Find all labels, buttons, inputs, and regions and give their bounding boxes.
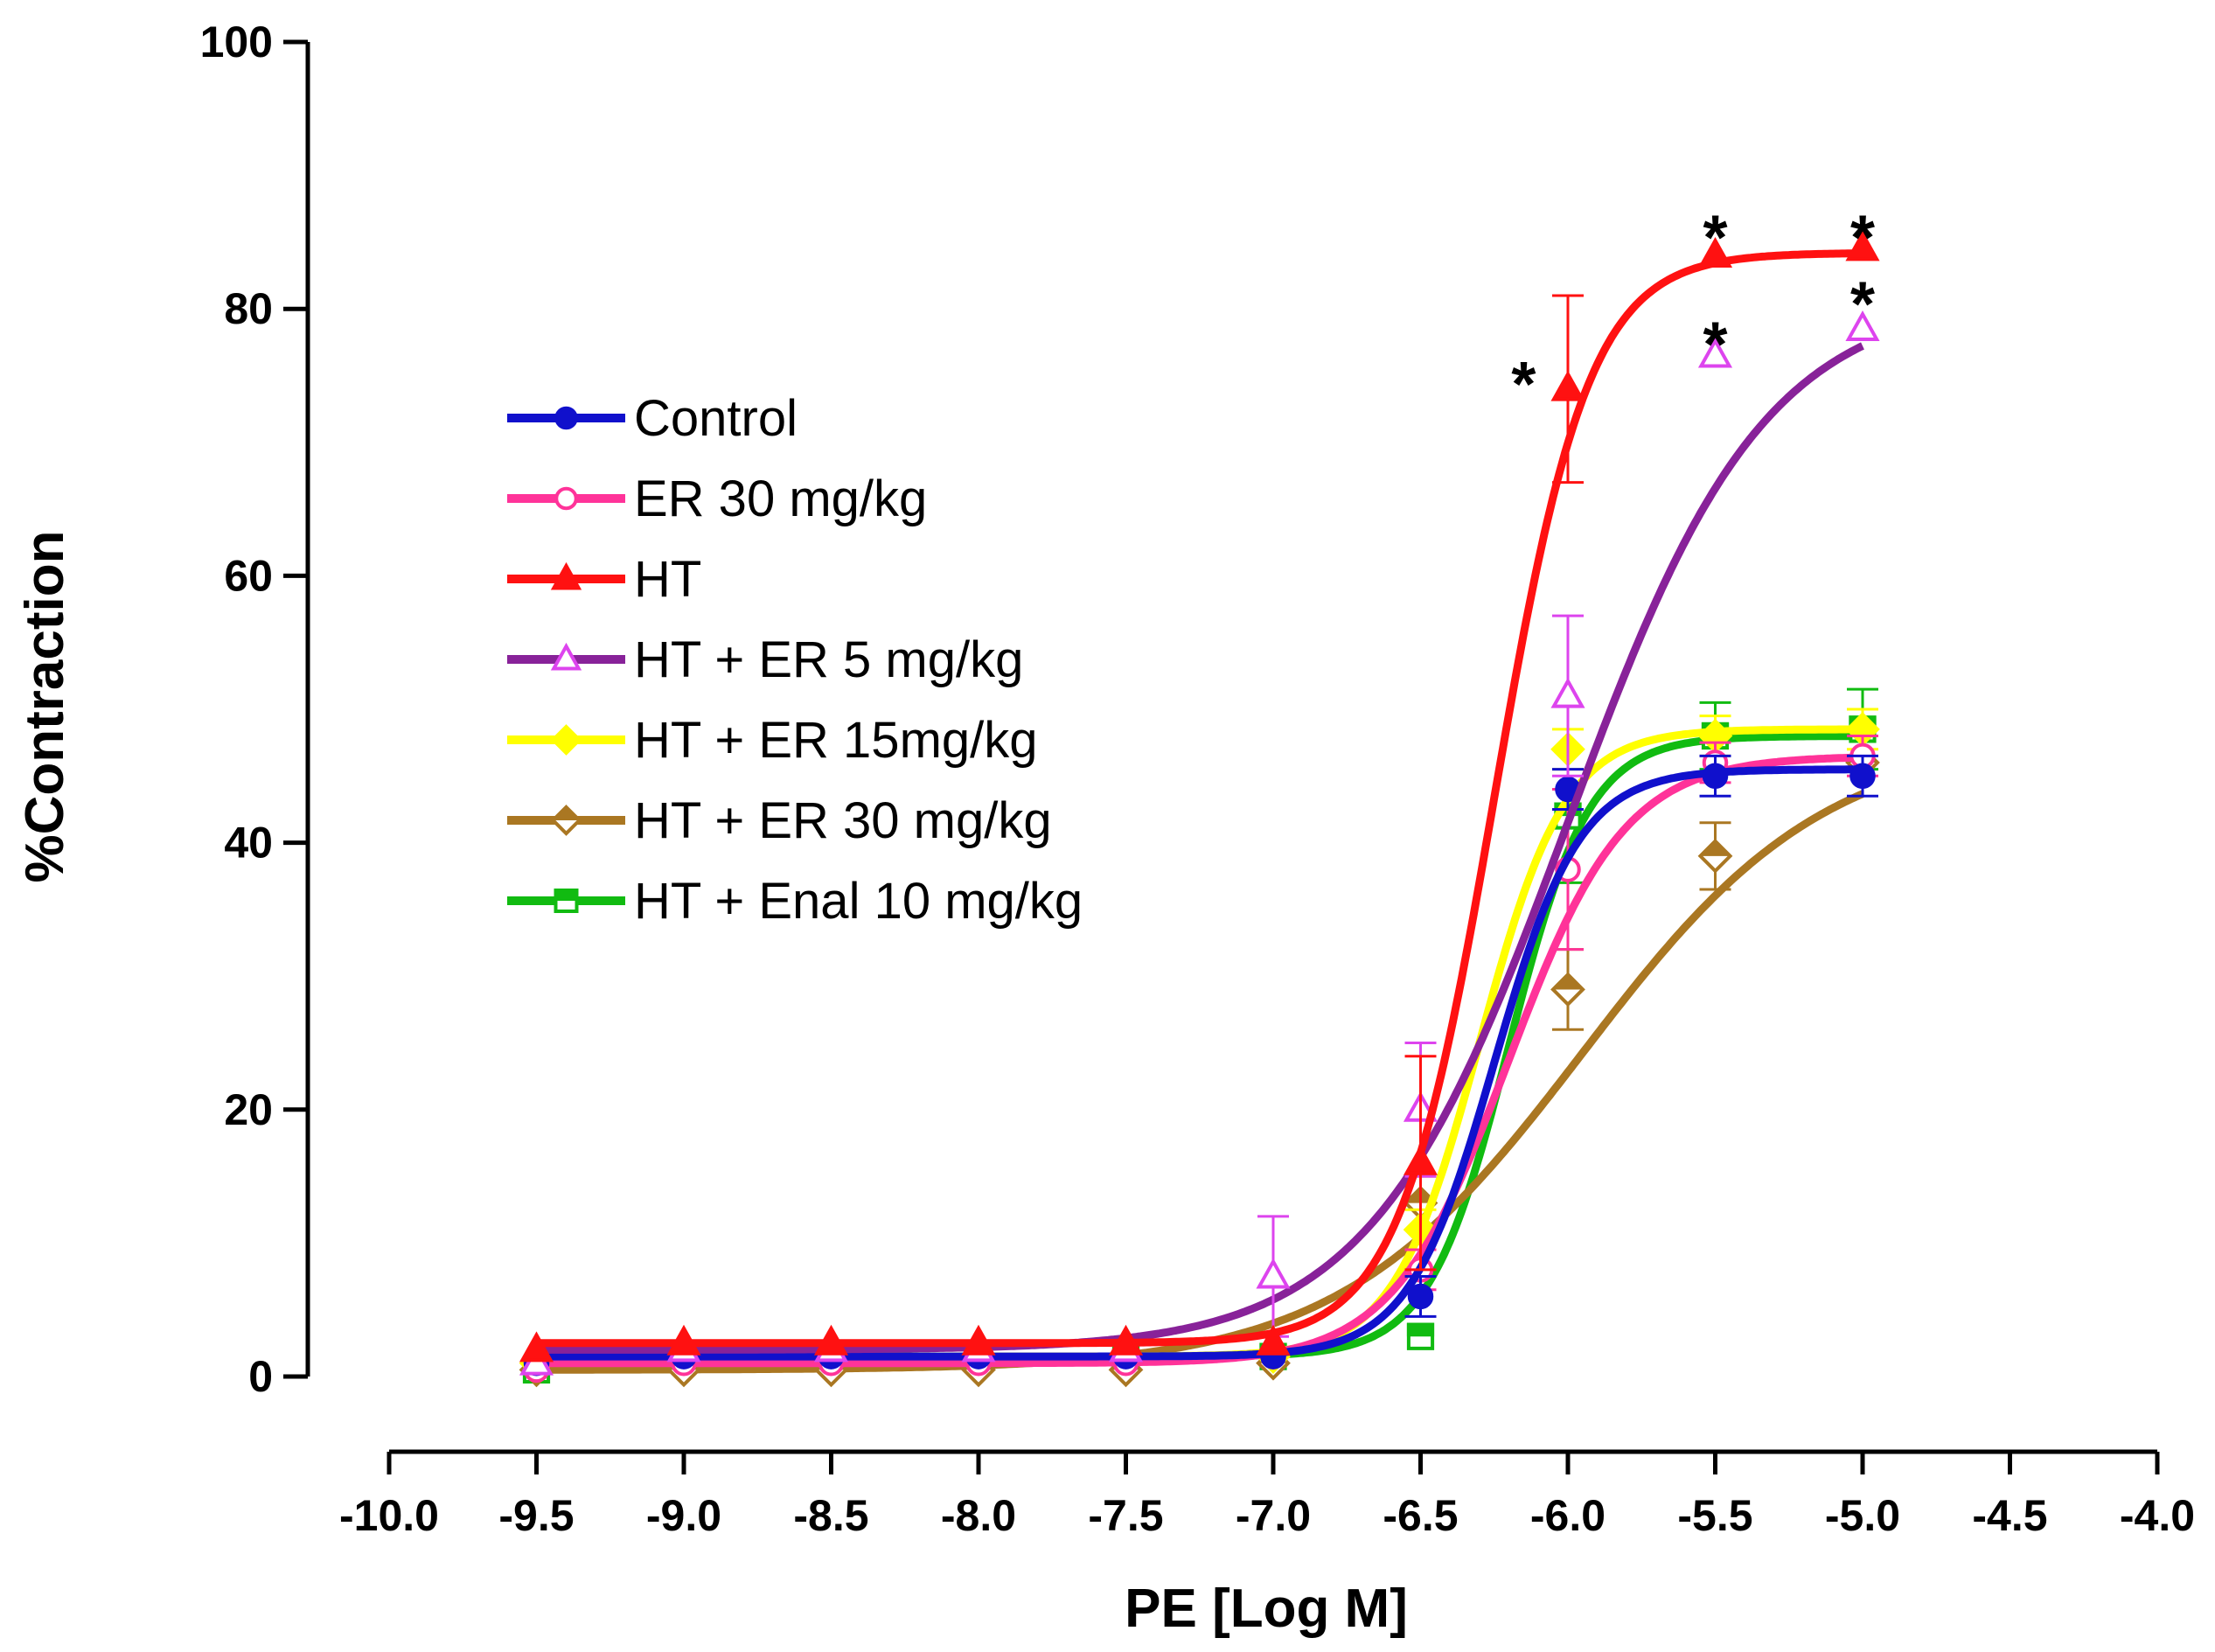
significance-marker: *: [1703, 203, 1727, 273]
legend-marker: [550, 724, 582, 756]
data-point: [1849, 763, 1876, 790]
fit-curve: [535, 753, 1864, 1368]
data-point: [1845, 230, 1880, 261]
data-point: [1256, 1324, 1291, 1356]
data-point: [1407, 1283, 1434, 1310]
data-point: [813, 1324, 849, 1356]
legend: Control ER 30 mg/kg HT HT + ER 5 mg/kg HT + …: [507, 390, 1083, 930]
series-0: [523, 754, 1878, 1377]
x-tick-label: -8.0: [941, 1491, 1016, 1540]
y-tick-label: 100: [200, 17, 273, 66]
y-tick-label: 20: [224, 1085, 273, 1134]
y-tick-label: 60: [224, 551, 273, 600]
legend-item-6: HT + Enal 10 mg/kg: [507, 873, 1083, 930]
x-tick-label: -8.5: [793, 1491, 868, 1540]
data-point: [1702, 763, 1729, 790]
legend-item-2: HT: [507, 551, 701, 608]
y-tick-label: 80: [224, 284, 273, 333]
data-point: [1406, 1322, 1435, 1350]
legend-label: HT + ER 30 mg/kg: [634, 792, 1052, 849]
legend-item-3: HT + ER 5 mg/kg: [507, 631, 1023, 688]
x-tick-label: -5.5: [1677, 1491, 1752, 1540]
y-axis-title: %Contraction: [15, 531, 75, 883]
significance-marker: *: [1850, 270, 1875, 340]
y-tick-label: 40: [224, 819, 273, 868]
x-tick-label: -6.0: [1530, 1491, 1606, 1540]
legend-label: HT: [634, 551, 701, 608]
legend-label: HT + ER 5 mg/kg: [634, 631, 1023, 688]
legend-marker: [554, 406, 578, 430]
x-tick-label: -4.5: [1972, 1491, 2047, 1540]
significance-marker: *: [1850, 203, 1875, 273]
legend-item-0: Control: [507, 390, 798, 447]
x-tick-label: -9.5: [498, 1491, 574, 1540]
legend-marker: [554, 486, 578, 511]
data-point: [1697, 237, 1733, 268]
significance-marker: *: [1703, 310, 1727, 380]
data-point: [1697, 337, 1733, 368]
legend-label: Control: [634, 390, 798, 447]
data-point: [1845, 310, 1880, 341]
legend-label: HT + ER 15mg/kg: [634, 712, 1038, 769]
data-point: [1256, 1258, 1291, 1289]
data-point: [1550, 370, 1585, 401]
x-tick-label: -6.5: [1383, 1491, 1458, 1540]
y-tick-label: 0: [248, 1352, 273, 1401]
x-tick-label: -7.5: [1088, 1491, 1163, 1540]
fit-curve: [535, 342, 1864, 1354]
significance-marker: *: [1511, 350, 1536, 420]
legend-marker: [550, 561, 582, 590]
data-point: [1697, 839, 1733, 874]
legend-marker: [554, 889, 579, 913]
x-tick-label: -9.0: [646, 1491, 721, 1540]
legend-item-1: ER 30 mg/kg: [507, 471, 927, 527]
x-axis: -10.0 -9.5 -9.0 -8.5 -8.0 -7.5 -7.0 -6.5 -6.0 -5.…: [339, 1449, 2195, 1540]
data-point: [666, 1324, 701, 1356]
data-point: [1550, 972, 1585, 1007]
fit-curve: [535, 765, 1864, 1361]
x-tick-label: -10.0: [339, 1491, 439, 1540]
data-point: [1108, 1324, 1144, 1356]
legend-label: ER 30 mg/kg: [634, 471, 927, 527]
series-2: [519, 230, 1880, 1363]
legend-item-5: HT + ER 30 mg/kg: [507, 792, 1052, 849]
x-tick-label: -7.0: [1236, 1491, 1311, 1540]
x-axis-title: PE [Log M]: [1125, 1579, 1408, 1639]
x-tick-label: -5.0: [1825, 1491, 1900, 1540]
x-tick-label: -4.0: [2120, 1491, 2195, 1540]
data-point: [1403, 1144, 1438, 1175]
data-point: [1550, 677, 1585, 708]
legend-label: HT + Enal 10 mg/kg: [634, 873, 1083, 930]
legend-marker: [550, 805, 582, 836]
y-axis: 0 20 40 60 80 100: [200, 17, 310, 1401]
legend-item-4: HT + ER 15mg/kg: [507, 712, 1038, 769]
legend-marker: [550, 642, 582, 671]
fit-curve: [535, 249, 1864, 1348]
plot-area: ** ***: [519, 203, 1880, 1388]
data-point: [519, 1331, 554, 1363]
data-point: [961, 1324, 996, 1356]
